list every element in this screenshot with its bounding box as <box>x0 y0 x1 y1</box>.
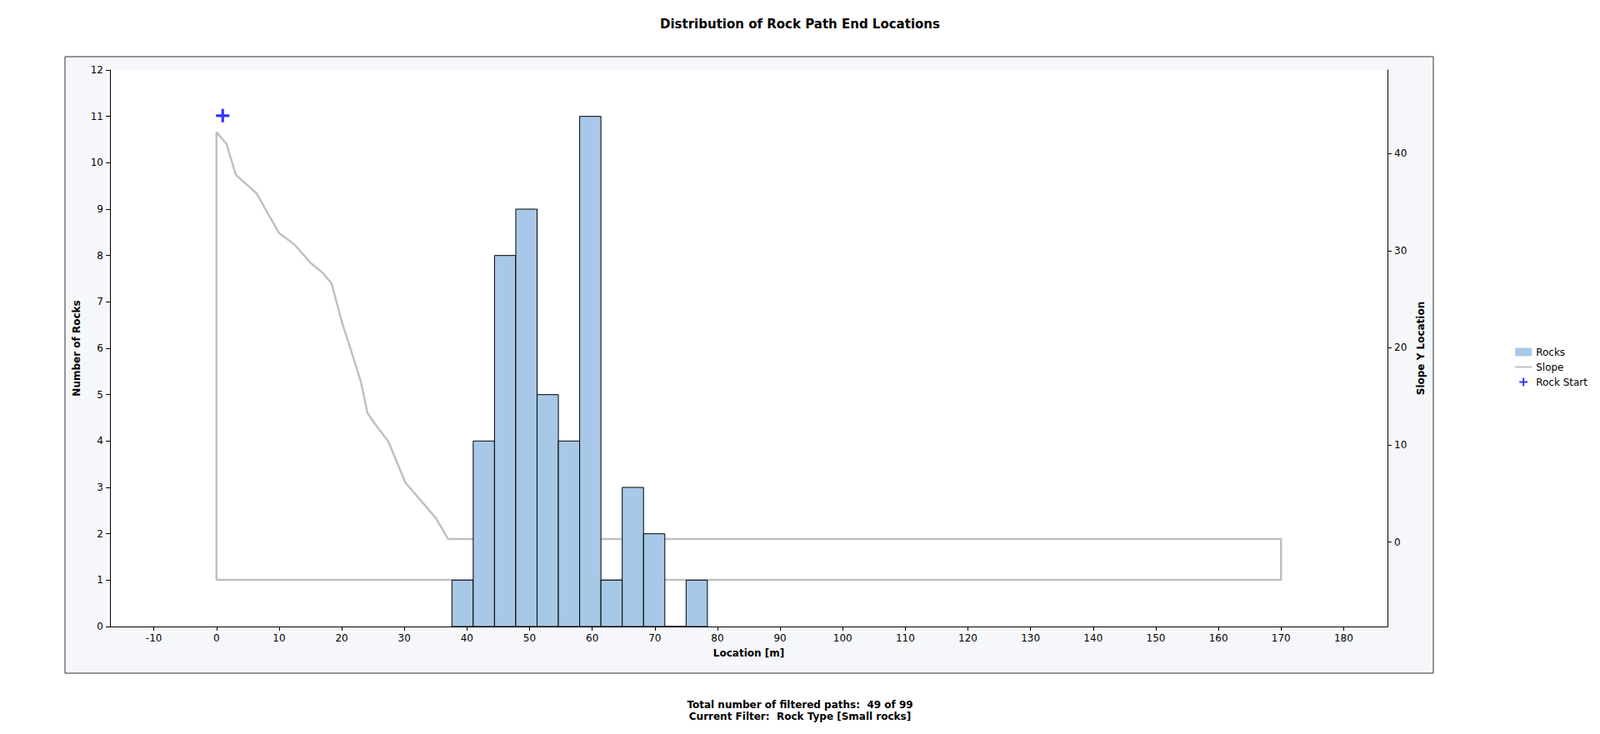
svg-text:120: 120 <box>958 632 978 645</box>
svg-text:Slope Y Location: Slope Y Location <box>1415 301 1427 396</box>
svg-text:0: 0 <box>96 620 104 633</box>
svg-text:90: 90 <box>773 632 786 645</box>
svg-text:Location [m]: Location [m] <box>713 647 785 660</box>
svg-text:11: 11 <box>90 110 104 123</box>
svg-text:0: 0 <box>1394 536 1401 549</box>
svg-text:6: 6 <box>96 342 104 355</box>
svg-text:Distribution of Rock Path End: Distribution of Rock Path End Locations <box>660 16 940 32</box>
svg-text:20: 20 <box>335 632 348 645</box>
svg-text:Rocks: Rocks <box>1535 346 1565 359</box>
svg-text:4: 4 <box>96 435 104 447</box>
svg-text:9: 9 <box>96 203 104 215</box>
svg-text:110: 110 <box>895 632 915 645</box>
svg-text:180: 180 <box>1334 632 1354 645</box>
svg-text:10: 10 <box>272 632 285 645</box>
svg-text:10: 10 <box>1394 439 1407 451</box>
svg-text:2: 2 <box>96 528 104 540</box>
svg-text:Total number of filtered paths: Total number of filtered paths: 49 of 99 <box>686 699 913 711</box>
svg-text:Number of Rocks: Number of Rocks <box>70 300 83 396</box>
svg-text:5: 5 <box>96 389 104 401</box>
svg-text:40: 40 <box>1394 147 1407 160</box>
svg-text:30: 30 <box>398 632 411 645</box>
svg-text:30: 30 <box>1394 245 1407 257</box>
svg-text:8: 8 <box>96 250 104 262</box>
svg-text:-10: -10 <box>145 632 163 645</box>
svg-text:1: 1 <box>96 574 104 586</box>
svg-text:130: 130 <box>1020 632 1040 645</box>
svg-text:3: 3 <box>96 481 104 494</box>
svg-text:20: 20 <box>1394 341 1407 354</box>
svg-text:Current Filter: Rock Type [Sm: Current Filter: Rock Type [Small rocks] <box>689 710 911 723</box>
svg-text:7: 7 <box>96 295 104 308</box>
svg-text:80: 80 <box>710 632 724 645</box>
svg-text:100: 100 <box>833 632 853 645</box>
svg-text:160: 160 <box>1209 632 1229 645</box>
svg-text:70: 70 <box>648 632 661 645</box>
svg-text:140: 140 <box>1083 632 1103 645</box>
svg-text:0: 0 <box>213 632 220 645</box>
svg-text:40: 40 <box>460 632 474 645</box>
svg-text:12: 12 <box>90 64 104 76</box>
svg-text:170: 170 <box>1271 632 1291 645</box>
svg-text:Slope: Slope <box>1535 361 1564 374</box>
svg-text:10: 10 <box>90 156 104 169</box>
svg-text:60: 60 <box>585 632 599 645</box>
svg-text:50: 50 <box>523 632 536 645</box>
svg-text:150: 150 <box>1146 632 1166 645</box>
svg-text:Rock Start: Rock Start <box>1535 376 1588 389</box>
